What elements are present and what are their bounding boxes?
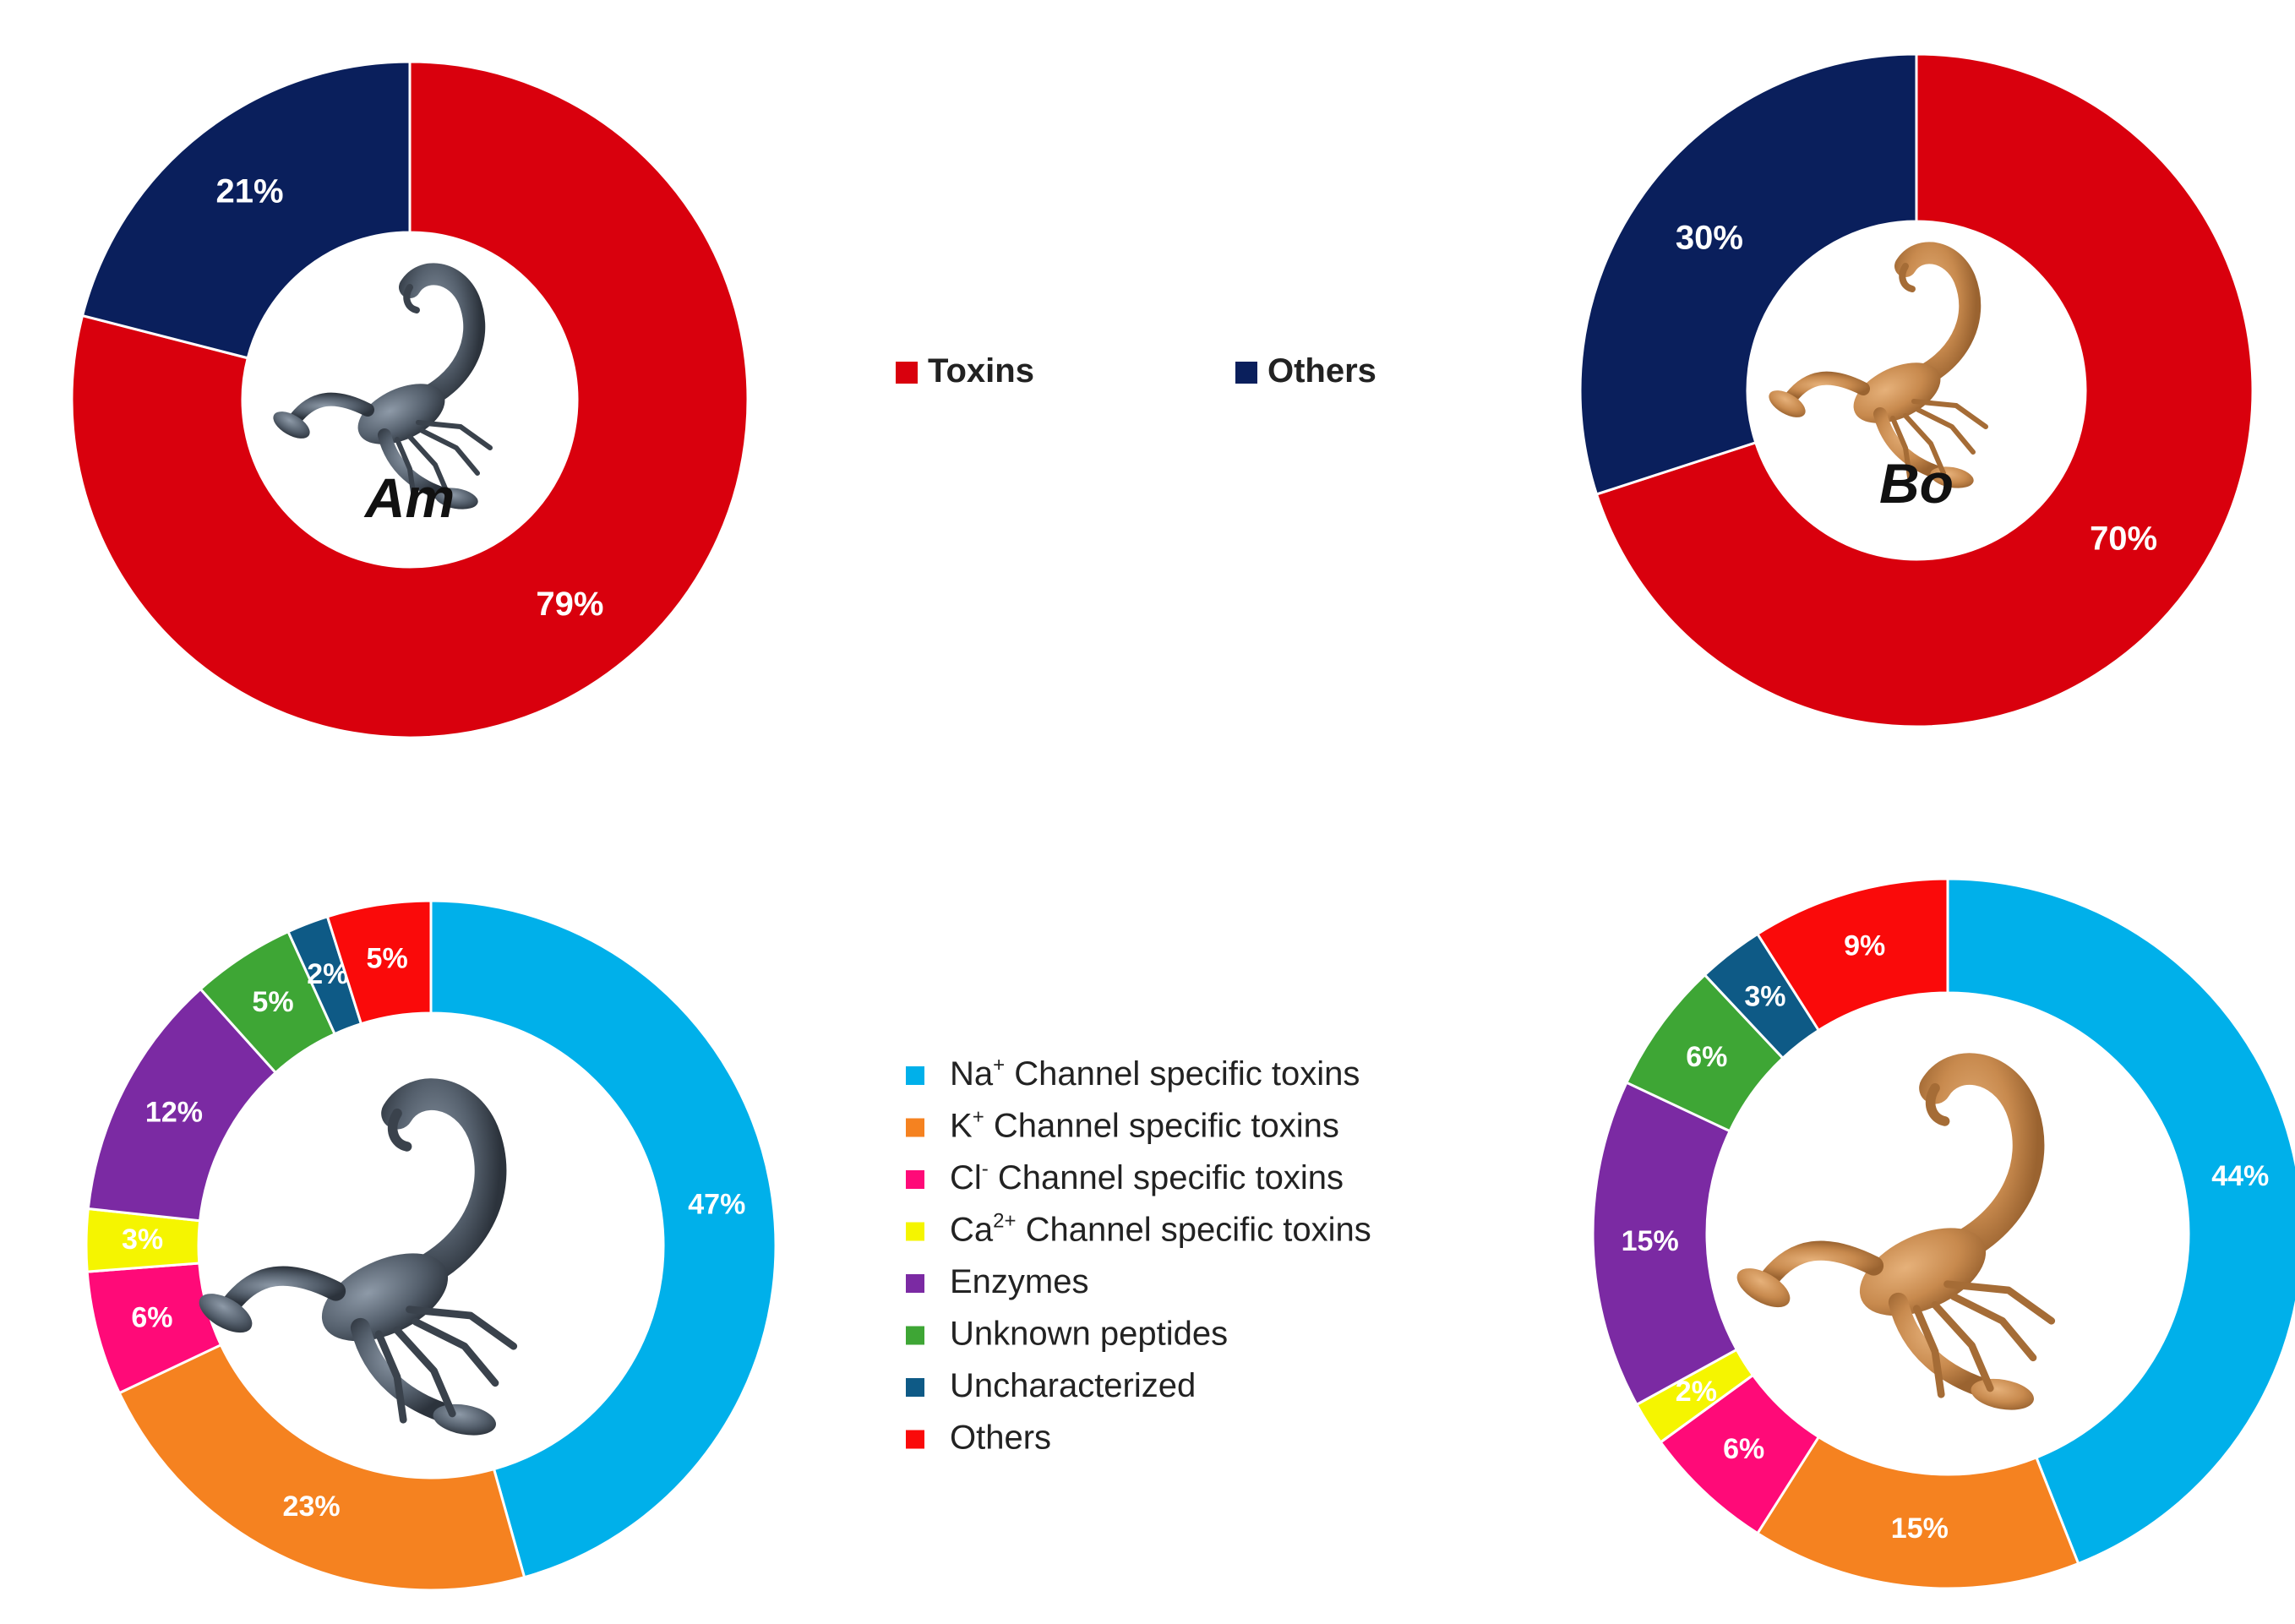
slice-toxins	[70, 60, 750, 739]
slice-label-na-channel-specific-toxins: 47%	[688, 1188, 745, 1220]
slice-label-enzymes: 15%	[1622, 1225, 1679, 1257]
legend-swatch-k-channel-specific-toxins	[906, 1118, 924, 1137]
slice-label-toxins: 79%	[536, 586, 603, 623]
slice-others	[80, 60, 412, 360]
slice-others	[325, 899, 433, 1026]
legend-swatch-others	[906, 1430, 924, 1449]
slice-label-k-channel-specific-toxins: 23%	[283, 1490, 341, 1523]
scorpion-bo-image	[1769, 242, 1988, 488]
legend-label-cl-channel-specific-toxins: Cl- Channel specific toxins	[950, 1158, 1344, 1196]
slice-label-unknown-peptides: 5%	[252, 986, 293, 1018]
legend-label-others: Others	[1267, 352, 1376, 390]
legend-swatch-uncharacterized	[906, 1378, 924, 1397]
slice-label-others: 30%	[1676, 219, 1743, 256]
legend-swatch-cl-channel-specific-toxins	[906, 1170, 924, 1189]
donut-chart-bo-toxin-classes: 44%15%6%2%15%6%3%9%	[1591, 877, 2295, 1590]
slice-label-cl-channel-specific-toxins: 6%	[131, 1302, 172, 1334]
slice-label-ca2-channel-specific-toxins: 3%	[122, 1223, 163, 1256]
legend-label-uncharacterized: Uncharacterized	[950, 1367, 1196, 1404]
slice-k-channel-specific-toxins	[117, 1343, 526, 1592]
slice-others	[1755, 877, 1949, 1033]
slice-others	[1578, 52, 1918, 496]
donut-chart-bo-composition: 70% 30%	[1578, 52, 2254, 728]
legend-toxin-classes: Na+ Channel specific toxins K+ Channel sp…	[906, 1054, 1371, 1457]
legend-swatch-na-channel-specific-toxins	[906, 1066, 924, 1085]
legend-composition: Toxins Others	[896, 352, 1376, 390]
legend-label-unknown-peptides: Unknown peptides	[950, 1316, 1228, 1353]
slice-label-others: 9%	[1844, 929, 1885, 962]
donut-chart-am-composition: 79% 21%	[70, 60, 750, 739]
slice-na-channel-specific-toxins	[1946, 877, 2295, 1566]
slice-label-uncharacterized: 3%	[1744, 980, 1785, 1012]
slice-label-others: 5%	[367, 942, 408, 974]
slice-label-enzymes: 12%	[145, 1096, 203, 1128]
legend-label-enzymes: Enzymes	[950, 1263, 1089, 1300]
legend-swatch-others	[1235, 362, 1257, 384]
legend-swatch-toxins	[896, 362, 918, 384]
donut-chart-am-toxin-classes: 47%23%6%3%12%5%2% 5%	[84, 899, 777, 1592]
legend-label-na-channel-specific-toxins: Na+ Channel specific toxins	[950, 1054, 1360, 1093]
slice-label-others: 21%	[216, 172, 284, 210]
slice-na-channel-specific-toxins	[429, 899, 777, 1579]
legend-label-k-channel-specific-toxins: K+ Channel specific toxins	[950, 1106, 1339, 1145]
slice-label-k-channel-specific-toxins: 15%	[1891, 1512, 1949, 1545]
slice-label-na-channel-specific-toxins: 44%	[2211, 1160, 2269, 1192]
legend-label-others: Others	[950, 1420, 1051, 1457]
species-label-am: Am	[363, 466, 455, 529]
legend-swatch-enzymes	[906, 1274, 924, 1293]
scorpion-am-image	[273, 263, 493, 510]
slice-label-toxins: 70%	[2090, 520, 2157, 558]
legend-label-toxins: Toxins	[928, 352, 1034, 390]
scorpion-am-image-large	[199, 1078, 518, 1436]
legend-swatch-ca2-channel-specific-toxins	[906, 1222, 924, 1241]
slice-toxins	[1595, 52, 2254, 728]
legend-swatch-unknown-peptides	[906, 1326, 924, 1345]
legend-label-ca2-channel-specific-toxins: Ca2+ Channel specific toxins	[950, 1210, 1371, 1249]
species-label-bo: Bo	[1879, 452, 1954, 515]
scorpion-bo-image-large	[1736, 1053, 2056, 1410]
slice-label-cl-channel-specific-toxins: 6%	[1723, 1433, 1764, 1465]
slice-label-unknown-peptides: 6%	[1686, 1041, 1727, 1073]
